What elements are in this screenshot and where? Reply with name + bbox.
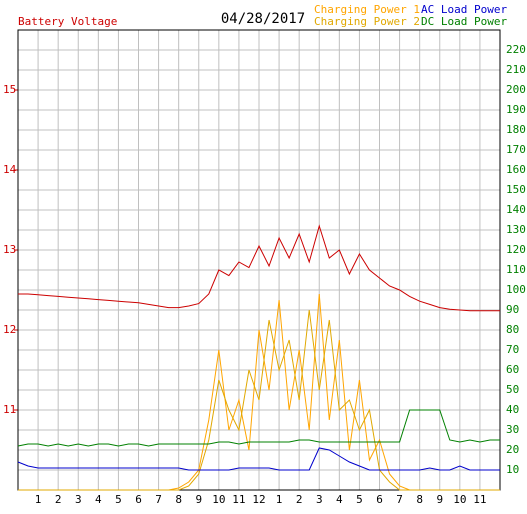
date-title: 04/28/2017: [221, 11, 305, 27]
legend-entry: Battery Voltage: [18, 15, 117, 28]
x-tick-label: 2: [55, 493, 62, 506]
x-tick-label: 5: [115, 493, 122, 506]
legend-entry: DC Load Power: [421, 15, 507, 28]
y2-tick-label: 150: [506, 183, 526, 196]
y-tick-label: 15: [3, 83, 16, 96]
y2-tick-label: 30: [506, 423, 519, 436]
x-tick-label: 1: [35, 493, 42, 506]
y-tick-label: 13: [3, 243, 16, 256]
x-tick-label: 2: [296, 493, 303, 506]
y2-tick-label: 190: [506, 103, 526, 116]
series-line: [17, 447, 500, 471]
y2-tick-label: 130: [506, 223, 526, 236]
legend-entry: Charging Power 1: [314, 3, 420, 16]
x-tick-label: 6: [376, 493, 383, 506]
legend-entry: Charging Power 2: [314, 15, 420, 28]
y2-tick-label: 110: [506, 263, 526, 276]
y2-tick-label: 160: [506, 163, 526, 176]
x-tick-label: 9: [436, 493, 443, 506]
y2-tick-label: 60: [506, 363, 519, 376]
x-tick-label: 6: [135, 493, 142, 506]
y2-tick-label: 140: [506, 203, 526, 216]
y2-tick-label: 40: [506, 403, 519, 416]
x-tick-label: 4: [336, 493, 343, 506]
series-line: [17, 409, 500, 447]
x-tick-label: 11: [232, 493, 245, 506]
x-tick-label: 12: [252, 493, 265, 506]
x-tick-label: 7: [155, 493, 162, 506]
plot-frame: [17, 29, 501, 491]
x-tick-label: 7: [396, 493, 403, 506]
x-tick-label: 10: [453, 493, 466, 506]
x-tick-label: 8: [416, 493, 423, 506]
series-line: [18, 224, 500, 312]
y2-tick-label: 200: [506, 83, 526, 96]
x-tick-label: 9: [195, 493, 202, 506]
y2-tick-label: 220: [506, 43, 526, 56]
y2-tick-label: 170: [506, 143, 526, 156]
series-line: [18, 309, 500, 491]
x-tick-label: 1: [276, 493, 283, 506]
y2-tick-label: 50: [506, 383, 519, 396]
x-tick-label: 3: [316, 493, 323, 506]
x-tick-label: 5: [356, 493, 363, 506]
legend-entry: AC Load Power: [421, 3, 507, 16]
y2-tick-label: 210: [506, 63, 526, 76]
y-tick-label: 14: [3, 163, 17, 176]
y-tick-label: 12: [3, 323, 16, 336]
x-tick-label: 4: [95, 493, 102, 506]
x-tick-label: 8: [175, 493, 182, 506]
x-tick-label: 3: [75, 493, 82, 506]
y2-tick-label: 10: [506, 463, 519, 476]
y2-tick-label: 80: [506, 323, 519, 336]
y2-tick-label: 100: [506, 283, 526, 296]
y2-tick-label: 120: [506, 243, 526, 256]
y-tick-label: 11: [3, 403, 16, 416]
x-tick-label: 11: [473, 493, 486, 506]
y2-tick-label: 90: [506, 303, 519, 316]
y2-tick-label: 70: [506, 343, 519, 356]
y2-tick-label: 180: [506, 123, 526, 136]
x-tick-label: 10: [212, 493, 225, 506]
y2-tick-label: 20: [506, 443, 519, 456]
